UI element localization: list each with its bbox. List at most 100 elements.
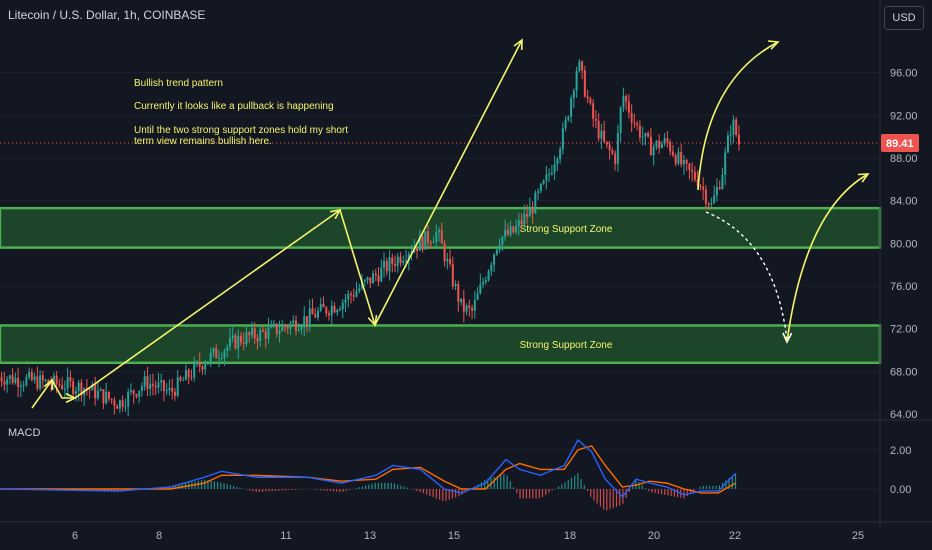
candle-body xyxy=(603,130,606,142)
candle-body xyxy=(44,379,47,381)
candle-body xyxy=(319,304,322,311)
candle-body xyxy=(259,329,262,342)
candle-body xyxy=(589,98,592,104)
candle xyxy=(641,126,644,146)
candle-body xyxy=(416,247,419,251)
candle xyxy=(330,300,333,326)
candle-body xyxy=(669,141,672,152)
candle-body xyxy=(605,141,608,145)
candle xyxy=(160,373,163,392)
candle xyxy=(394,255,397,273)
candle-body xyxy=(41,375,44,381)
candle xyxy=(614,150,617,171)
candle-body xyxy=(594,118,597,121)
x-tick-label-1: 8 xyxy=(156,530,162,542)
candle xyxy=(245,324,248,347)
arrow-head-down xyxy=(367,314,378,327)
candle xyxy=(50,376,53,392)
candle xyxy=(715,178,718,202)
candle xyxy=(253,322,256,345)
candle-body xyxy=(242,342,245,344)
candle xyxy=(350,291,353,304)
candle-body xyxy=(512,226,515,233)
candle xyxy=(416,247,419,259)
candle-body xyxy=(663,138,666,144)
candle-body xyxy=(217,357,220,359)
candle xyxy=(578,59,581,73)
candle-body xyxy=(63,388,66,390)
candle-body xyxy=(11,375,14,383)
candle xyxy=(493,253,496,273)
candle-body xyxy=(124,406,127,408)
candle xyxy=(484,276,487,285)
candle xyxy=(421,234,424,253)
candle xyxy=(14,372,17,385)
candle-body xyxy=(677,151,680,164)
candle-body xyxy=(399,256,402,264)
candle xyxy=(388,250,391,281)
candle-body xyxy=(190,377,193,379)
candle xyxy=(737,125,740,151)
candle xyxy=(451,256,454,290)
candle-body xyxy=(476,293,479,300)
candle xyxy=(721,167,724,190)
macd-panel xyxy=(0,0,932,530)
currency-button[interactable]: USD xyxy=(884,6,924,30)
candle-body xyxy=(526,213,529,217)
candle-body xyxy=(143,376,146,387)
candle xyxy=(561,122,564,155)
candle-body xyxy=(179,377,182,381)
candle-body xyxy=(116,405,119,409)
candle-body xyxy=(201,366,204,370)
candle-body xyxy=(292,320,295,324)
support-zones: Strong Support Zone Strong Support Zone xyxy=(0,206,882,365)
candle-body xyxy=(495,249,498,255)
candle xyxy=(438,226,441,242)
candle xyxy=(517,212,520,236)
candle xyxy=(204,360,207,376)
candle-body xyxy=(215,348,218,359)
candle-body xyxy=(735,119,738,135)
candle xyxy=(198,352,201,373)
candle-body xyxy=(314,314,317,318)
candle-body xyxy=(325,307,328,314)
candle-body xyxy=(737,134,740,145)
candle xyxy=(355,281,358,298)
candle-body xyxy=(30,372,33,380)
projection-arrow-up-head xyxy=(767,40,780,50)
candle xyxy=(501,235,504,252)
candle xyxy=(127,388,130,417)
candle-body xyxy=(369,277,372,284)
candle xyxy=(63,380,66,399)
candle xyxy=(534,190,537,214)
candle xyxy=(250,321,253,339)
candle-body xyxy=(261,329,264,332)
candle xyxy=(600,124,603,149)
candle-body xyxy=(421,236,424,250)
candle xyxy=(311,298,314,315)
candle xyxy=(647,131,650,138)
candle xyxy=(713,185,716,205)
candle xyxy=(36,366,39,392)
candle xyxy=(6,376,9,393)
candle xyxy=(308,299,311,332)
x-tick-label-3: 13 xyxy=(364,530,376,542)
candle xyxy=(377,266,380,286)
candle xyxy=(140,382,143,397)
candle-body xyxy=(649,136,652,156)
candle-body xyxy=(250,328,253,336)
candle-body xyxy=(61,385,64,390)
candle-body xyxy=(339,309,342,311)
candle xyxy=(322,296,325,308)
candle xyxy=(630,104,633,133)
candle xyxy=(193,356,196,382)
candle xyxy=(592,98,595,128)
candle xyxy=(666,130,669,148)
candle-body xyxy=(468,305,471,308)
candle-body xyxy=(165,390,168,392)
macd-tick-label-1: 0.00 xyxy=(890,484,911,496)
candle xyxy=(548,168,551,182)
candle-body xyxy=(572,90,575,99)
candle-body xyxy=(391,257,394,264)
